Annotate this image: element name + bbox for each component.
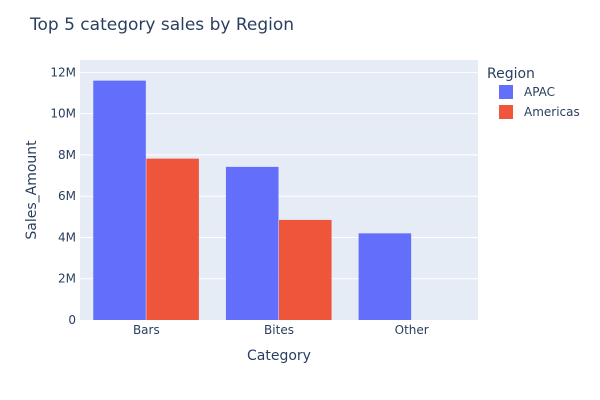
bar (358, 233, 412, 320)
y-tick-label: 6M (58, 189, 76, 203)
x-tick-label: Bars (133, 323, 160, 337)
bars (93, 80, 412, 320)
legend-swatch (499, 85, 513, 99)
y-axis-title: Sales_Amount (24, 140, 40, 240)
bar (279, 219, 332, 320)
legend-item: APAC (524, 85, 555, 99)
y-tick-label: 2M (58, 272, 76, 286)
y-tick-label: 12M (50, 65, 76, 79)
legend-swatch (499, 105, 513, 119)
x-tick-label: Bites (264, 323, 294, 337)
y-tick-labels: 0 2M 4M 6M 8M 10M 12M (50, 65, 76, 327)
bar (93, 80, 146, 320)
x-axis-title: Category (247, 348, 311, 364)
legend-item: Americas (524, 105, 580, 119)
x-tick-labels: Bars Bites Other (133, 323, 429, 337)
legend-title: Region (487, 66, 535, 82)
bar (146, 158, 199, 320)
y-tick-label: 10M (50, 107, 76, 121)
y-tick-label: 8M (58, 148, 76, 162)
bar (225, 166, 279, 320)
y-tick-label: 4M (58, 230, 76, 244)
x-tick-label: Other (395, 323, 429, 337)
legend: Region APAC Americas (487, 66, 580, 119)
y-tick-label: 0 (68, 313, 76, 327)
chart-title: Top 5 category sales by Region (29, 15, 294, 35)
